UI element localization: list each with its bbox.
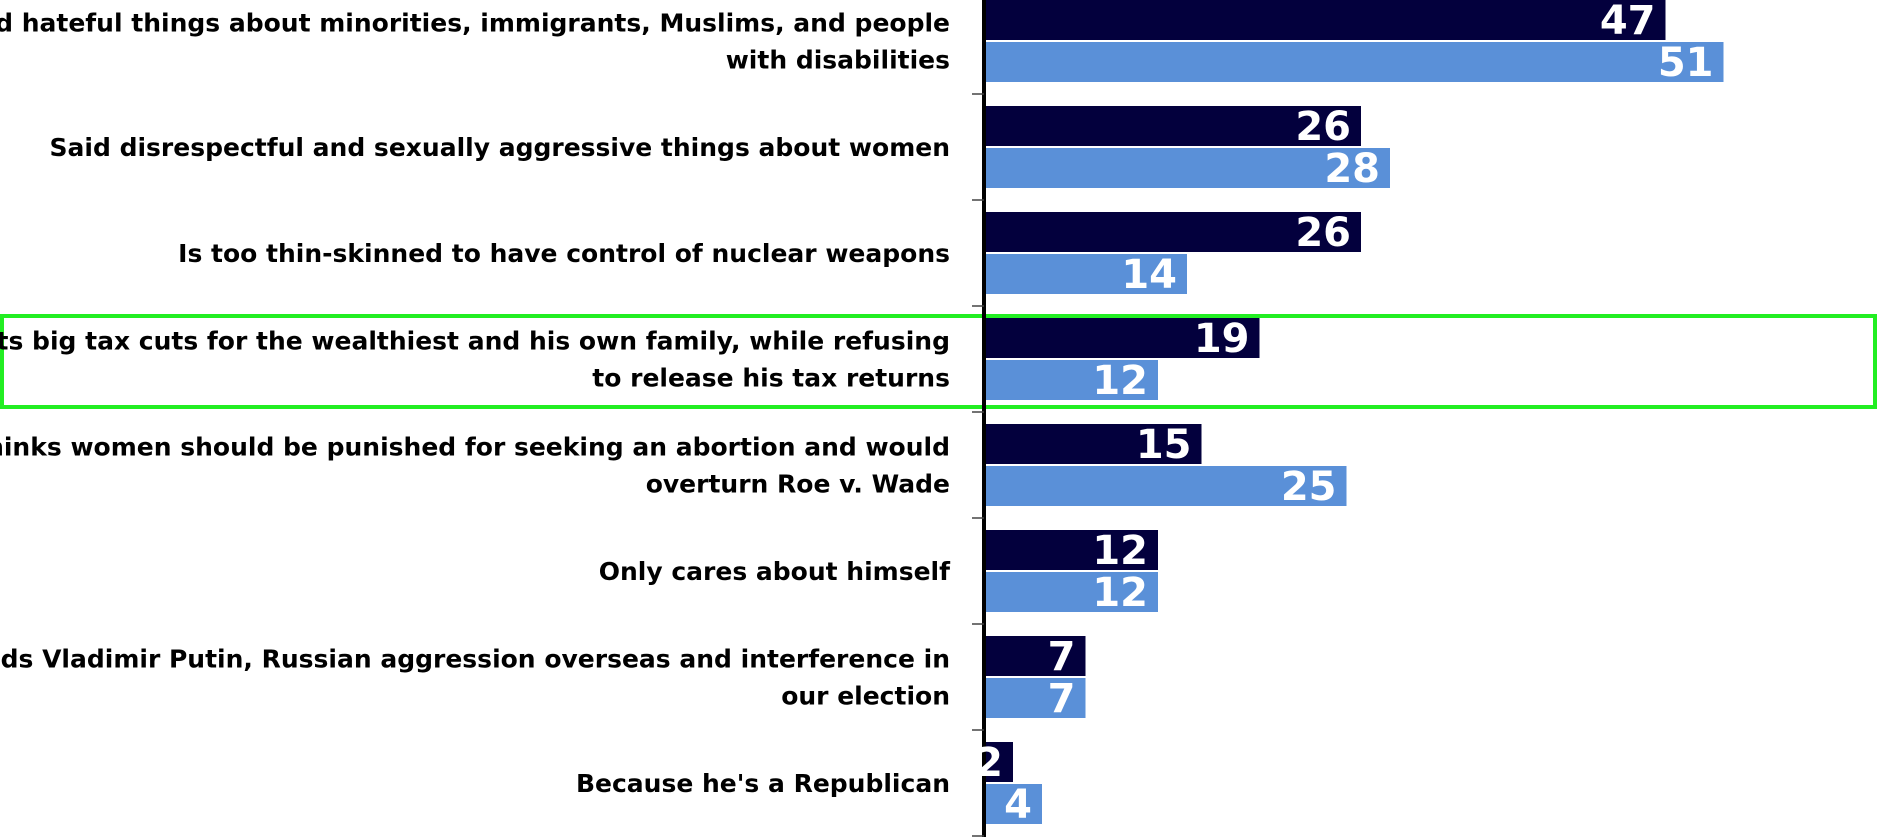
category-label-8: Because he's a Republican (576, 769, 950, 798)
value-label-s1-c8: 2 (975, 740, 1003, 786)
value-label-s2-c2: 28 (1324, 146, 1380, 192)
category-label-6: Only cares about himself (599, 557, 951, 586)
value-label-s2-c3: 14 (1121, 252, 1177, 298)
category-label-2: Said disrespectful and sexually aggressi… (50, 133, 950, 162)
category-label-1: with disabilities (726, 46, 950, 75)
value-label-s1-c3: 26 (1295, 210, 1351, 256)
category-label-3: Is too thin-skinned to have control of n… (178, 239, 950, 268)
bar-s1-c2 (984, 106, 1361, 146)
bar-s2-c4 (984, 360, 1158, 400)
value-label-s2-c7: 7 (1048, 676, 1076, 722)
value-label-s2-c5: 25 (1281, 464, 1337, 510)
bar-s1-c5 (984, 424, 1202, 464)
bar-s2-c8 (984, 784, 1042, 824)
bar-s2-c2 (984, 148, 1390, 188)
value-label-s1-c1: 47 (1600, 0, 1656, 44)
bar-s2-c3 (984, 254, 1187, 294)
value-label-s1-c7: 7 (1048, 634, 1076, 680)
value-label-s1-c2: 26 (1295, 104, 1351, 150)
category-label-5: Thinks women should be punished for seek… (0, 433, 950, 462)
bar-s1-c8 (984, 742, 1013, 782)
bar-s2-c1 (984, 42, 1724, 82)
category-label-7: Defends Vladimir Putin, Russian aggressi… (0, 645, 950, 674)
value-label-s2-c1: 51 (1658, 40, 1714, 86)
highlight-box (0, 314, 1877, 409)
value-label-s1-c5: 15 (1136, 422, 1192, 468)
value-label-s1-c4: 19 (1194, 316, 1250, 362)
bar-s1-c4 (984, 318, 1260, 358)
category-label-5: overturn Roe v. Wade (646, 470, 950, 499)
bar-s1-c3 (984, 212, 1361, 252)
value-label-s2-c4: 12 (1092, 358, 1148, 404)
category-label-4: Wants big tax cuts for the wealthiest an… (0, 327, 950, 356)
value-label-s1-c6: 12 (1092, 528, 1148, 574)
value-label-s2-c8: 4 (1004, 782, 1032, 828)
bar-s1-c6 (984, 530, 1158, 570)
bar-s1-c7 (984, 636, 1086, 676)
bar-s2-c6 (984, 572, 1158, 612)
category-label-1: Said hateful things about minorities, im… (0, 9, 950, 38)
bar-s1-c1 (984, 0, 1666, 40)
category-label-4: to release his tax returns (592, 364, 950, 393)
bar-s2-c5 (984, 466, 1347, 506)
category-label-7: our election (781, 682, 950, 711)
value-label-s2-c6: 12 (1092, 570, 1148, 616)
bar-s2-c7 (984, 678, 1086, 718)
